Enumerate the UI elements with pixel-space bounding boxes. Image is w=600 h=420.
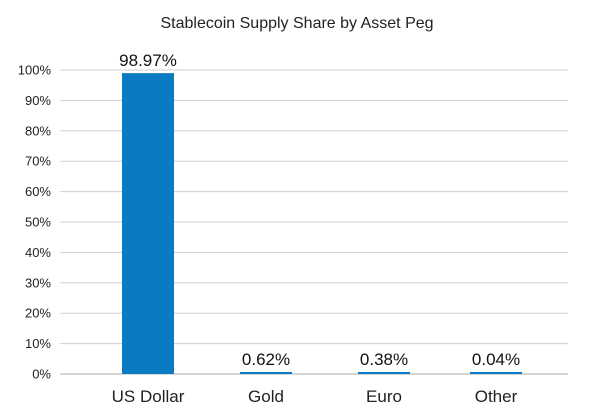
y-tick-label: 90%	[25, 93, 51, 108]
bar-value-label: 0.38%	[360, 350, 408, 369]
bar	[122, 73, 174, 375]
data-labels: 98.97% 0.62% 0.38% 0.04%	[119, 51, 520, 369]
bars	[122, 73, 522, 375]
x-category-label: Gold	[248, 387, 284, 406]
x-axis-categories: US Dollar Gold Euro Other	[112, 387, 518, 406]
chart-title: Stablecoin Supply Share by Asset Peg	[160, 15, 433, 32]
y-tick-label: 10%	[25, 336, 51, 351]
y-tick-label: 100%	[18, 63, 52, 78]
y-tick-label: 20%	[25, 306, 51, 321]
y-tick-label: 50%	[25, 215, 51, 230]
bar-value-label: 98.97%	[119, 51, 177, 70]
bar-value-label: 0.62%	[242, 350, 290, 369]
y-tick-label: 70%	[25, 154, 51, 169]
y-tick-label: 40%	[25, 245, 51, 260]
x-category-label: Other	[475, 387, 518, 406]
x-category-label: US Dollar	[112, 387, 185, 406]
y-axis-ticks: 0% 10% 20% 30% 40% 50% 60% 70% 80% 90% 100%	[18, 63, 52, 382]
x-category-label: Euro	[366, 387, 402, 406]
bar	[470, 372, 522, 374]
bar	[240, 372, 292, 374]
y-tick-label: 60%	[25, 184, 51, 199]
y-tick-label: 80%	[25, 123, 51, 138]
bar	[358, 372, 410, 374]
y-tick-label: 0%	[32, 367, 51, 382]
y-tick-label: 30%	[25, 275, 51, 290]
bar-value-label: 0.04%	[472, 350, 520, 369]
